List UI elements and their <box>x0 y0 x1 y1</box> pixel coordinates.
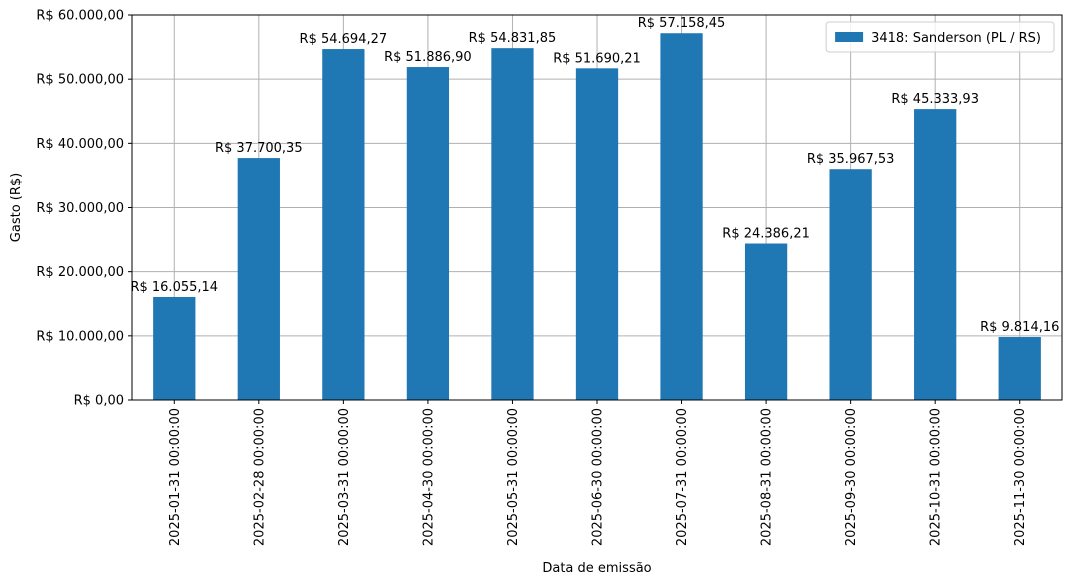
y-tick-label: R$ 30.000,00 <box>36 201 124 216</box>
bar <box>153 296 196 400</box>
bar-data-label: R$ 37.700,35 <box>215 141 303 156</box>
bar <box>575 68 619 400</box>
legend-entry: 3418: Sanderson (PL / RS) <box>871 31 1041 46</box>
x-axis-label: Data de emissão <box>542 561 651 576</box>
legend-swatch <box>835 32 864 42</box>
x-tick-label: 2025-07-31 00:00:00 <box>675 408 690 546</box>
bar <box>744 243 788 400</box>
legend-box <box>825 21 1055 53</box>
x-axis-ticks: 2025-01-31 00:00:00 2025-02-28 00:00:00 20… <box>168 400 1028 546</box>
legend: 3418: Sanderson (PL / RS) <box>825 21 1055 53</box>
bar <box>491 48 534 401</box>
bar <box>406 67 450 401</box>
x-tick-label: 2025-01-31 00:00:00 <box>168 408 183 546</box>
y-axis-ticks: R$ 0,00 R$ 10.000,00 R$ 20.000,00 R$ 30.000… <box>36 9 132 409</box>
bar-data-label: R$ 45.333,93 <box>891 92 979 107</box>
y-tick-label: R$ 0,00 <box>74 394 124 409</box>
x-tick-label: 2025-06-30 00:00:00 <box>591 408 606 546</box>
bar-data-label: R$ 54.694,27 <box>300 32 388 47</box>
x-tick-label: 2025-05-31 00:00:00 <box>506 408 521 546</box>
y-axis-label: Gasto (R$) <box>9 173 24 242</box>
bar <box>914 109 957 400</box>
x-tick-label: 2025-03-31 00:00:00 <box>337 408 352 546</box>
bar <box>322 49 365 400</box>
x-tick-label: 2025-02-28 00:00:00 <box>252 408 267 546</box>
y-tick-label: R$ 10.000,00 <box>36 329 124 344</box>
bar-data-label: R$ 51.690,21 <box>553 51 641 66</box>
bar-data-label: R$ 9.814,16 <box>980 320 1059 335</box>
y-tick-label: R$ 40.000,00 <box>36 137 124 152</box>
bar-data-label: R$ 57.158,45 <box>638 16 726 31</box>
x-tick-label: 2025-10-31 00:00:00 <box>929 408 944 546</box>
bar <box>237 158 280 400</box>
y-tick-label: R$ 60.000,00 <box>36 9 124 24</box>
bars <box>153 33 1041 401</box>
bar <box>660 33 703 401</box>
bar <box>829 169 872 400</box>
x-tick-label: 2025-08-31 00:00:00 <box>760 408 775 546</box>
x-tick-label: 2025-09-30 00:00:00 <box>844 408 859 546</box>
y-tick-label: R$ 50.000,00 <box>36 73 124 88</box>
x-tick-label: 2025-04-30 00:00:00 <box>421 408 436 546</box>
bar <box>998 337 1041 400</box>
bar-data-label: R$ 24.386,21 <box>722 227 810 242</box>
data-labels: R$ 16.055,14 R$ 37.700,35 R$ 54.694,27 R$ 5… <box>130 16 1059 335</box>
bar-data-label: R$ 35.967,53 <box>807 152 895 167</box>
x-tick-label: 2025-11-30 00:00:00 <box>1013 408 1028 546</box>
y-tick-label: R$ 20.000,00 <box>36 265 124 280</box>
bar-data-label: R$ 54.831,85 <box>469 31 557 46</box>
bar-data-label: R$ 51.886,90 <box>384 50 472 65</box>
bar-data-label: R$ 16.055,14 <box>130 280 218 295</box>
